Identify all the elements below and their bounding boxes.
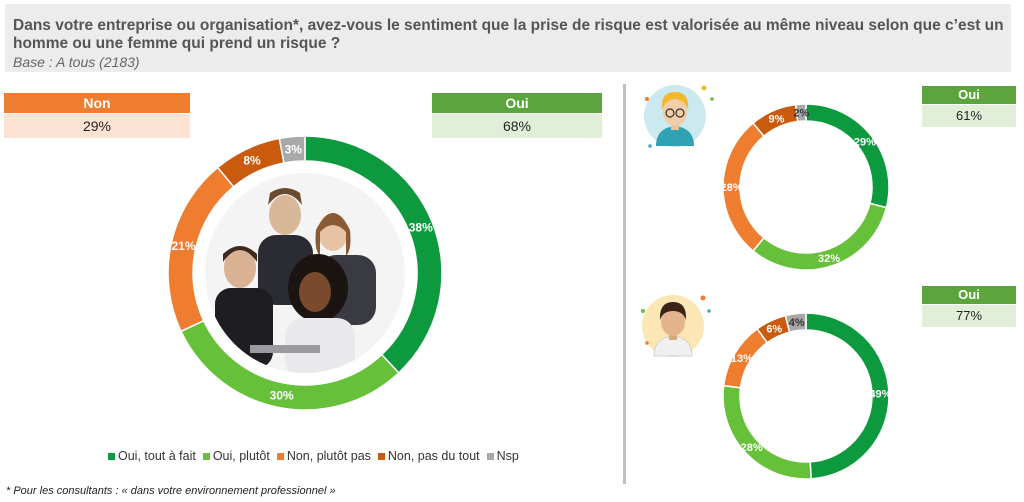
team-photo	[205, 173, 405, 373]
men-oui-label: Oui	[958, 287, 980, 302]
slice-oui-tout-a-fait	[805, 103, 890, 209]
slice-nsp	[278, 135, 306, 164]
data-label-non-pas-du-tout: 8%	[243, 154, 261, 168]
legend-swatch	[377, 452, 385, 460]
data-label-non-plutot-pas: 13%	[731, 353, 753, 365]
chart-legend: Oui, tout à fait Oui, plutôt Non, plutôt…	[108, 449, 519, 463]
legend-item-oui-plutot: Oui, plutôt	[202, 449, 270, 463]
footnote: * Pour les consultants : « dans votre en…	[6, 485, 336, 497]
legend-label: Oui, plutôt	[212, 449, 270, 463]
non-value-text: 29%	[82, 118, 112, 134]
donut-chart-women: 29% 32% 28% 9% 2%	[720, 103, 890, 271]
question-text: Dans votre entreprise ou organisation*, …	[13, 17, 1004, 52]
data-label-non-plutot-pas: 28%	[720, 182, 742, 194]
data-label-oui-plutot: 32%	[818, 253, 840, 265]
slice-oui-plutot	[722, 384, 813, 480]
non-value: 29%	[4, 114, 190, 138]
men-oui-value: 77%	[922, 305, 1016, 327]
vertical-divider	[623, 84, 626, 484]
donut-chart-all: 38% 30% 21% 8% 3%	[167, 135, 443, 411]
legend-swatch	[486, 452, 494, 460]
data-label-oui-tout-a-fait: 38%	[409, 220, 433, 234]
question-header: Dans votre entreprise ou organisation*, …	[5, 4, 1011, 72]
women-oui-tag: Oui	[922, 86, 1016, 104]
legend-swatch	[108, 452, 115, 460]
men-oui-tag: Oui	[922, 286, 1016, 304]
oui-tag-label: Oui	[505, 95, 529, 111]
data-label-oui-tout-a-fait: 29%	[854, 136, 876, 148]
legend-item-non-plutot-pas: Non, plutôt pas	[276, 449, 371, 463]
legend-swatch	[202, 452, 210, 460]
legend-item-oui-tout-a-fait: Oui, tout à fait	[108, 449, 196, 463]
data-label-non-pas-du-tout: 9%	[768, 114, 784, 126]
data-label-nsp: 4%	[789, 317, 805, 329]
donut-chart-men: 49% 28% 13% 6% 4%	[722, 312, 892, 480]
non-tag-label: Non	[83, 95, 111, 111]
data-label-oui-tout-a-fait: 49%	[869, 389, 891, 401]
slice-nsp	[794, 103, 807, 123]
oui-value-text: 68%	[502, 118, 532, 134]
data-label-oui-plutot: 28%	[741, 442, 763, 454]
legend-label: Non, pas du tout	[387, 449, 480, 463]
data-label-oui-plutot: 30%	[270, 389, 294, 403]
oui-value: 68%	[432, 114, 602, 138]
women-oui-label: Oui	[958, 87, 980, 102]
data-label-non-plutot-pas: 21%	[171, 239, 195, 253]
legend-item-nsp: Nsp	[486, 449, 519, 463]
base-text: Base : A tous (2183)	[13, 54, 140, 70]
legend-swatch	[276, 452, 284, 460]
woman-avatar-icon	[644, 85, 714, 148]
oui-tag: Oui	[432, 93, 602, 113]
women-oui-value-text: 61%	[955, 108, 983, 123]
legend-item-non-pas-du-tout: Non, pas du tout	[377, 449, 480, 463]
data-label-non-pas-du-tout: 6%	[766, 324, 782, 336]
legend-label: Oui, tout à fait	[118, 449, 196, 463]
data-label-nsp: 3%	[285, 142, 303, 156]
men-oui-value-text: 77%	[955, 308, 983, 323]
data-label-nsp: 2%	[793, 108, 809, 120]
man-avatar-icon	[641, 295, 711, 357]
slice-nsp	[784, 312, 807, 333]
legend-label: Nsp	[496, 449, 519, 463]
non-tag: Non	[4, 93, 190, 113]
legend-label: Non, plutôt pas	[286, 449, 371, 463]
women-oui-value: 61%	[922, 105, 1016, 127]
